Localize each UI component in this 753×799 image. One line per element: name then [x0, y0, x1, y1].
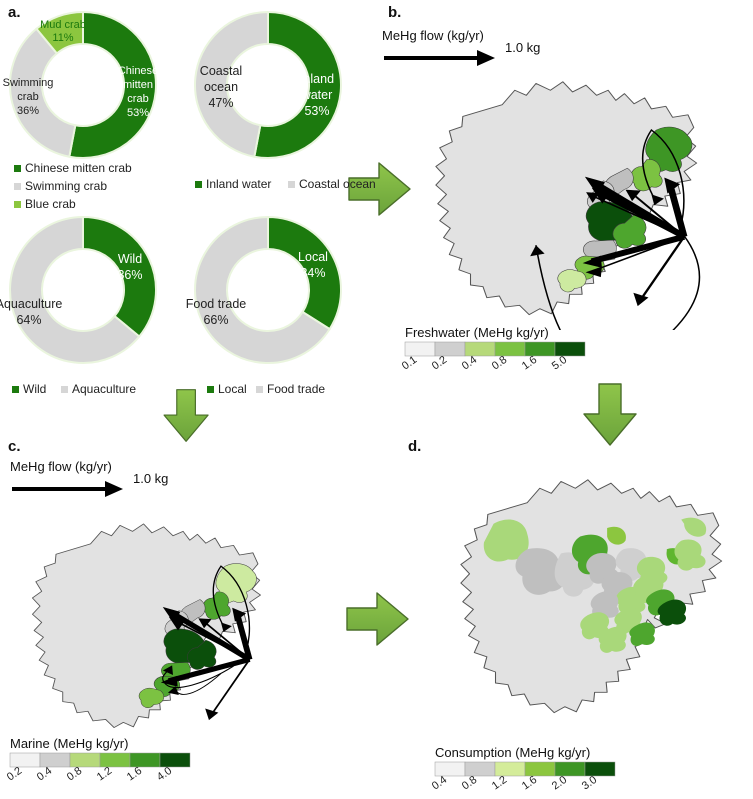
svg-text:0.4: 0.4: [460, 354, 479, 373]
svg-text:1.6: 1.6: [125, 765, 144, 784]
svg-text:Food trade: Food trade: [186, 297, 247, 311]
svg-text:53%: 53%: [304, 104, 329, 118]
svg-text:water: water: [301, 88, 333, 102]
svg-text:Chinese: Chinese: [118, 65, 158, 77]
svg-text:Coastal: Coastal: [200, 64, 242, 78]
svg-text:66%: 66%: [203, 313, 228, 327]
svg-text:2.0: 2.0: [550, 774, 569, 793]
svg-text:0.8: 0.8: [460, 774, 479, 793]
svg-text:Swimming crab: Swimming crab: [25, 179, 107, 193]
svg-text:Coastal ocean: Coastal ocean: [299, 177, 376, 191]
svg-text:Aquaculture: Aquaculture: [72, 382, 136, 396]
svg-text:1.6: 1.6: [520, 774, 539, 793]
svg-text:crab: crab: [127, 93, 148, 105]
svg-text:5.0: 5.0: [550, 354, 569, 373]
svg-text:47%: 47%: [208, 96, 233, 110]
svg-text:0.8: 0.8: [65, 765, 84, 784]
svg-text:4.0: 4.0: [155, 765, 174, 784]
svg-text:0.2: 0.2: [430, 354, 449, 373]
svg-text:Inland: Inland: [300, 72, 334, 86]
svg-text:1.2: 1.2: [490, 774, 509, 793]
svg-text:64%: 64%: [16, 313, 41, 327]
svg-text:36%: 36%: [117, 268, 142, 282]
svg-text:Wild: Wild: [118, 252, 142, 266]
svg-text:Aquaculture: Aquaculture: [0, 297, 62, 311]
svg-text:mitten: mitten: [123, 79, 153, 91]
svg-text:0.1: 0.1: [400, 354, 419, 373]
svg-text:11%: 11%: [52, 32, 73, 44]
svg-text:0.4: 0.4: [35, 765, 54, 784]
svg-text:36%: 36%: [17, 105, 39, 117]
svg-text:0.2: 0.2: [5, 765, 24, 784]
svg-text:Swimming: Swimming: [3, 77, 54, 89]
svg-text:0.4: 0.4: [430, 774, 449, 793]
svg-text:Wild: Wild: [23, 382, 46, 396]
svg-text:0.8: 0.8: [490, 354, 509, 373]
svg-text:Inland water: Inland water: [206, 177, 271, 191]
svg-text:ocean: ocean: [204, 80, 238, 94]
svg-text:Mud crab: Mud crab: [40, 19, 86, 31]
svg-text:3.0: 3.0: [580, 774, 599, 793]
svg-text:Blue crab: Blue crab: [25, 197, 76, 211]
svg-text:crab: crab: [17, 91, 38, 103]
svg-text:34%: 34%: [300, 266, 325, 280]
svg-text:Chinese mitten crab: Chinese mitten crab: [25, 161, 132, 175]
svg-text:1.2: 1.2: [95, 765, 114, 784]
svg-text:53%: 53%: [127, 107, 149, 119]
svg-text:1.6: 1.6: [520, 354, 539, 373]
svg-text:Local: Local: [218, 382, 247, 396]
svg-text:Local: Local: [298, 250, 328, 264]
svg-text:Food trade: Food trade: [267, 382, 325, 396]
